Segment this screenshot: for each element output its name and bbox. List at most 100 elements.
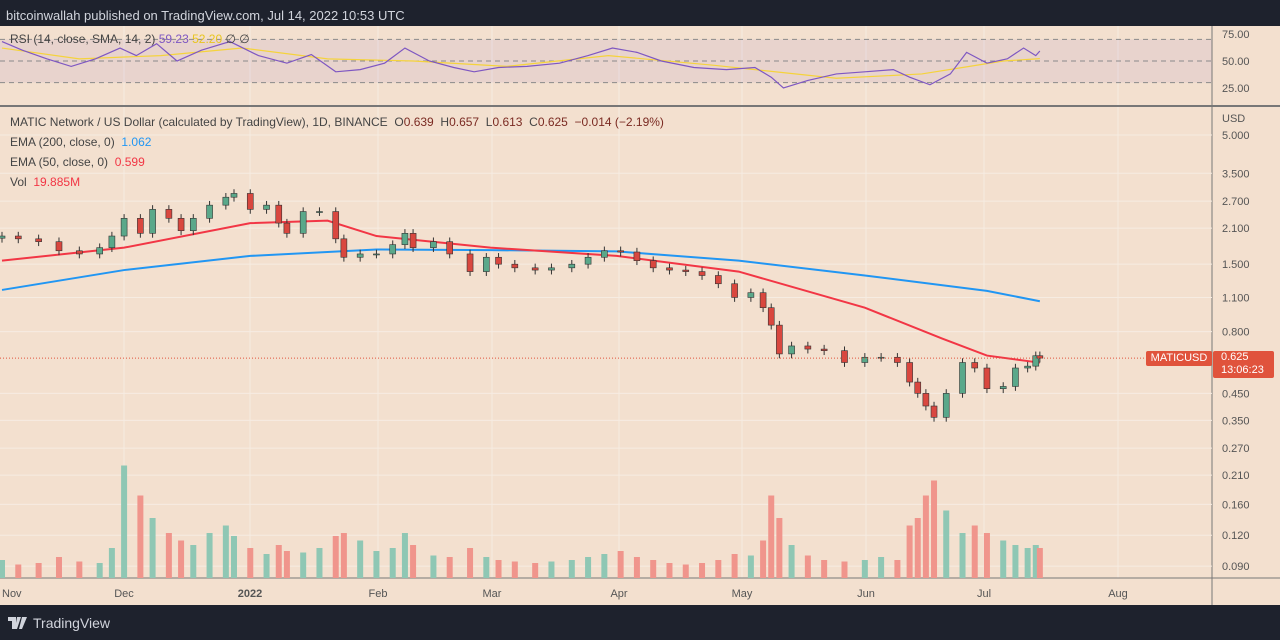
- candle-up: [96, 247, 103, 255]
- price-tick-label: 0.800: [1222, 327, 1250, 339]
- rsi-label: RSI (14, close, SMA, 14, 2): [10, 32, 156, 46]
- candle-down: [698, 271, 706, 276]
- candle-up: [230, 193, 238, 198]
- candle-up: [1024, 365, 1031, 369]
- candle-down: [177, 218, 185, 231]
- volume-bar: [410, 545, 417, 578]
- volume-bar: [943, 510, 950, 578]
- volume-bar: [149, 518, 156, 578]
- candle-down: [1036, 355, 1044, 359]
- candle-down: [914, 381, 922, 394]
- candle-down: [340, 238, 348, 258]
- candle-up: [120, 218, 128, 237]
- ema200-value: 1.062: [121, 135, 152, 149]
- candle-down: [776, 324, 783, 355]
- candle-down: [76, 250, 83, 255]
- volume-bar: [922, 495, 929, 578]
- volume-bar: [230, 536, 237, 578]
- ema200-legend: EMA (200, close, 0) 1.062: [10, 135, 151, 149]
- volume-bar: [357, 540, 364, 578]
- candle-up: [263, 204, 270, 210]
- volume-bar: [96, 563, 103, 578]
- volume-bar: [178, 540, 185, 578]
- published-caption: bitcoinwallah published on TradingView.c…: [6, 8, 405, 23]
- volume-bar: [1036, 548, 1043, 578]
- candle-down: [906, 362, 913, 383]
- ema50-line: [1, 219, 1040, 364]
- rsi-extra: ∅ ∅: [225, 32, 250, 46]
- volume-bar: [983, 533, 990, 578]
- candle-down: [930, 405, 938, 418]
- vol-legend: Vol 19.885M: [10, 175, 80, 189]
- candle-up: [999, 386, 1007, 390]
- volume-bar: [446, 557, 453, 578]
- low-label: L: [485, 115, 493, 129]
- volume-bar: [760, 540, 767, 578]
- volume-bar: [206, 533, 213, 578]
- tradingview-logo[interactable]: TradingView: [8, 615, 110, 631]
- high-label: H: [440, 115, 450, 129]
- volume-bar: [568, 560, 575, 578]
- volume-bar: [1032, 545, 1039, 578]
- open-label: O: [394, 115, 404, 129]
- rsi-line: [1, 40, 1041, 89]
- volume-bar: [617, 551, 624, 578]
- time-tick-label: Aug: [1108, 588, 1128, 600]
- candle-down: [841, 350, 848, 363]
- time-tick-label: Mar: [483, 588, 502, 600]
- rsi-tick-label: 50.00: [1222, 56, 1250, 68]
- volume-bar: [495, 560, 502, 578]
- candle-down: [971, 362, 979, 369]
- volume-bar: [401, 533, 408, 578]
- candle-up: [584, 256, 592, 265]
- candle-down: [495, 256, 502, 265]
- rsi-tick-label: 75.00: [1222, 29, 1250, 41]
- time-tick-label: Dec: [114, 588, 134, 600]
- tradingview-logo-icon: [8, 617, 27, 629]
- volume-bar: [776, 518, 783, 578]
- candle-up: [389, 244, 397, 255]
- volume-bar: [300, 552, 307, 578]
- volume-bar: [931, 480, 938, 578]
- price-tick-label: 0.090: [1222, 561, 1250, 573]
- candle-up: [601, 250, 608, 258]
- candle-down: [246, 193, 254, 210]
- price-tick-label: 5.000: [1222, 130, 1250, 142]
- symbol-legend: MATIC Network / US Dollar (calculated by…: [10, 115, 664, 129]
- volume-bar: [108, 548, 115, 578]
- candle-down: [332, 211, 340, 240]
- volume-bar: [165, 533, 172, 578]
- time-tick-label: Jun: [857, 588, 875, 600]
- volume-bar: [1012, 545, 1019, 578]
- volume-bar: [55, 557, 62, 578]
- candle-up: [222, 196, 230, 206]
- volume-bar: [548, 561, 555, 578]
- price-tick-label: 2.100: [1222, 223, 1250, 235]
- candle-up: [1012, 367, 1019, 387]
- rsi-sma-value: 52.20: [192, 32, 223, 46]
- chart-canvas[interactable]: 75.00 50.00 25.00 USD 5.000 3.500 2.700 2.100 1.…: [0, 26, 1280, 605]
- last-price-tag: 0.625 13:06:23: [1213, 351, 1274, 378]
- candle-down: [682, 269, 690, 272]
- ema200-label: EMA (200, close, 0): [10, 135, 115, 149]
- candle-up: [373, 253, 380, 256]
- rsi-tick-label: 25.00: [1222, 83, 1250, 95]
- low-value: 0.613: [492, 115, 523, 129]
- candle-down: [820, 348, 828, 351]
- volume-bar: [1000, 540, 1007, 578]
- volume-bar: [283, 551, 290, 578]
- chart-area[interactable]: 75.00 50.00 25.00 USD 5.000 3.500 2.700 2.100 1.…: [0, 26, 1280, 605]
- volume-bar: [340, 533, 347, 578]
- candle-up: [861, 356, 869, 363]
- candle-down: [804, 345, 812, 350]
- volume-bar: [121, 465, 128, 578]
- volume-bar: [275, 545, 282, 578]
- close-value: 0.625: [537, 115, 568, 129]
- volume-bar: [601, 554, 608, 578]
- volume-bar: [894, 560, 901, 578]
- symbol-tag: MATICUSD: [1146, 351, 1212, 366]
- price-tick-label: 0.350: [1222, 415, 1250, 427]
- price-tick-label: 0.120: [1222, 530, 1250, 542]
- volume-bar: [821, 560, 828, 578]
- ema50-legend: EMA (50, close, 0) 0.599: [10, 155, 145, 169]
